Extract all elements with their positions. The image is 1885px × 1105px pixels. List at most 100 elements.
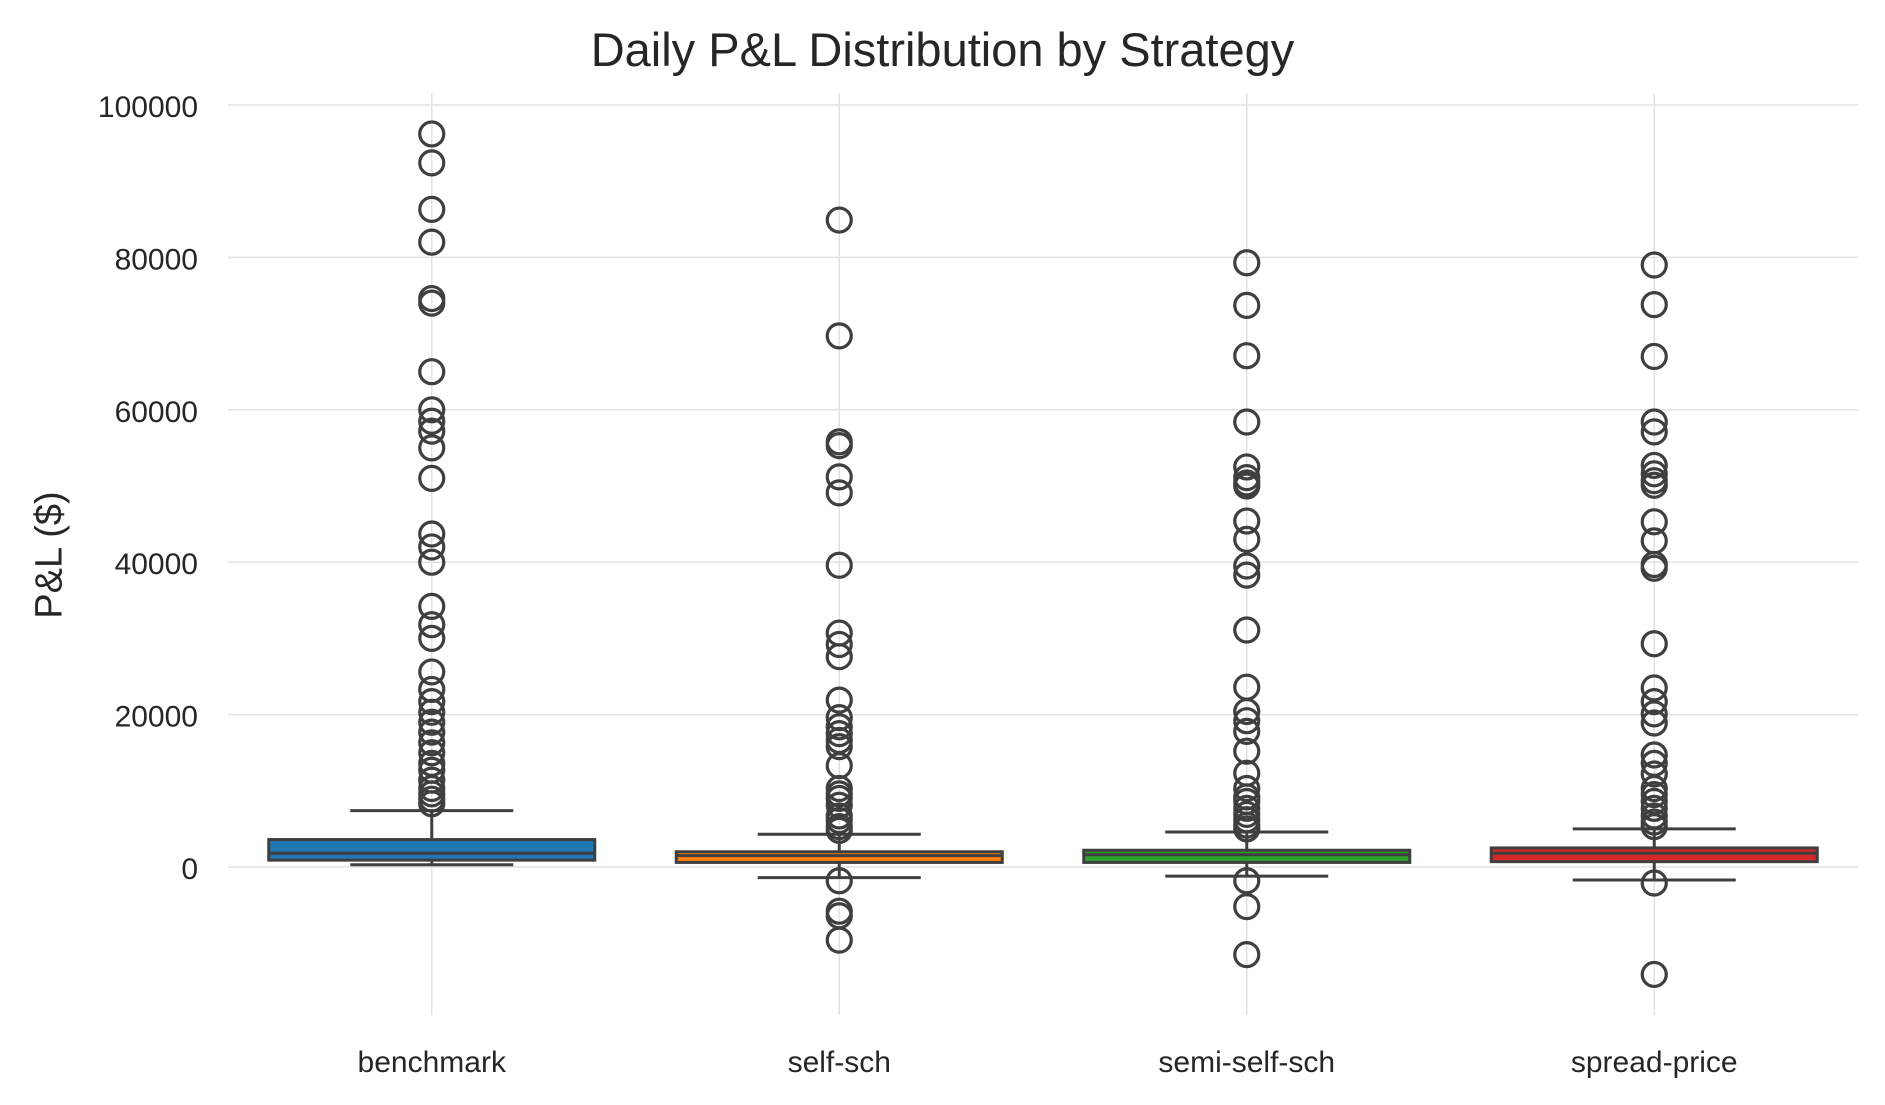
- outlier-point: [418, 611, 446, 639]
- outlier-point: [1640, 630, 1668, 658]
- outlier-point: [418, 592, 446, 620]
- outlier-point: [1640, 674, 1668, 702]
- box-spread-price: [1489, 846, 1819, 864]
- outlier-point: [825, 816, 853, 845]
- outlier-point: [1640, 709, 1668, 737]
- outlier-point: [418, 790, 446, 818]
- box-layer: [267, 809, 1819, 882]
- x-tick-label: spread-price: [1571, 1046, 1738, 1079]
- outlier-point: [1640, 291, 1668, 319]
- outlier-point: [1233, 717, 1261, 745]
- box-benchmark: [267, 838, 597, 862]
- outlier-point: [825, 926, 853, 954]
- outlier-point: [1640, 418, 1668, 446]
- outlier-point: [1640, 251, 1668, 279]
- outlier-point: [825, 322, 853, 350]
- outlier-point: [1233, 737, 1261, 765]
- outlier-point: [418, 149, 446, 177]
- outlier-point: [418, 624, 446, 653]
- y-tick-label: 40000: [115, 548, 198, 581]
- outlier-point: [1233, 707, 1261, 735]
- outlier-point: [1640, 741, 1668, 769]
- outlier-point: [418, 195, 446, 223]
- outlier-point: [1233, 697, 1261, 726]
- outlier-point: [418, 739, 446, 767]
- outlier-point: [825, 432, 853, 460]
- box-semi-self-sch: [1082, 848, 1412, 864]
- y-tick-label: 60000: [115, 396, 198, 429]
- outlier-point: [418, 729, 446, 757]
- outlier-point: [418, 548, 446, 576]
- outlier-point: [1233, 616, 1261, 644]
- outlier-point: [1640, 342, 1668, 371]
- outlier-point: [1640, 794, 1668, 822]
- outlier-point: [1233, 453, 1261, 481]
- outlier-point: [1233, 867, 1261, 895]
- outlier-point: [418, 718, 446, 746]
- outlier-point: [825, 720, 853, 748]
- outlier-point: [1233, 552, 1261, 580]
- outlier-point: [1233, 941, 1261, 969]
- chart-title: Daily P&L Distribution by Strategy: [590, 23, 1295, 76]
- outlier-point: [1640, 471, 1668, 499]
- outlier-point: [1233, 507, 1261, 535]
- outlier-point: [418, 708, 446, 736]
- outlier-point: [418, 698, 446, 726]
- outlier-point: [1640, 460, 1668, 488]
- outlier-point: [1233, 525, 1261, 553]
- outlier-point: [825, 479, 853, 507]
- outlier-point: [1640, 813, 1668, 841]
- outlier-layer: [418, 120, 1668, 989]
- outlier-point: [825, 686, 853, 714]
- outlier-point: [1233, 408, 1261, 436]
- grid-layer: [228, 93, 1858, 1015]
- outlier-point: [1233, 774, 1261, 803]
- y-tick-label: 80000: [115, 243, 198, 276]
- outlier-point: [418, 358, 446, 386]
- outlier-point: [418, 658, 446, 686]
- outlier-point: [825, 733, 853, 761]
- y-tick-labels: 0 20000 40000 60000 80000 100000: [98, 91, 198, 886]
- y-tick-label: 20000: [115, 701, 198, 734]
- outlier-point: [418, 396, 446, 424]
- x-tick-labels: benchmark self-sch semi-self-sch spread-pri…: [358, 1046, 1738, 1079]
- outlier-point: [1233, 561, 1261, 589]
- outlier-point: [825, 713, 853, 741]
- outlier-point: [418, 533, 446, 561]
- outlier-point: [418, 434, 446, 462]
- x-tick-label: self-sch: [788, 1046, 891, 1079]
- outlier-point: [825, 867, 853, 895]
- outlier-point: [1233, 815, 1261, 843]
- outlier-point: [1640, 554, 1668, 582]
- outlier-point: [825, 551, 853, 579]
- outlier-point: [1640, 760, 1668, 788]
- outlier-point: [418, 688, 446, 716]
- outlier-point: [825, 630, 853, 659]
- outlier-point: [825, 463, 853, 491]
- outlier-point: [1640, 408, 1668, 436]
- outlier-point: [418, 120, 446, 148]
- outlier-point: [825, 206, 853, 234]
- outlier-point: [1640, 960, 1668, 989]
- outlier-point: [1640, 869, 1668, 897]
- x-tick-label: benchmark: [358, 1046, 507, 1079]
- outlier-point: [1640, 781, 1668, 809]
- outlier-point: [1233, 249, 1261, 277]
- outlier-point: [418, 417, 446, 445]
- outlier-point: [1233, 342, 1261, 370]
- outlier-point: [418, 407, 446, 435]
- x-tick-label: semi-self-sch: [1158, 1046, 1335, 1079]
- outlier-point: [1640, 508, 1668, 536]
- outlier-point: [825, 643, 853, 671]
- outlier-point: [1233, 893, 1261, 921]
- outlier-point: [418, 289, 446, 317]
- outlier-point: [1640, 688, 1668, 716]
- outlier-point: [825, 784, 853, 813]
- outlier-point: [1233, 472, 1261, 500]
- box-self-sch: [674, 850, 1004, 864]
- outlier-point: [418, 520, 446, 548]
- y-tick-label: 100000: [98, 91, 198, 124]
- outlier-point: [1640, 700, 1668, 728]
- outlier-point: [418, 464, 446, 492]
